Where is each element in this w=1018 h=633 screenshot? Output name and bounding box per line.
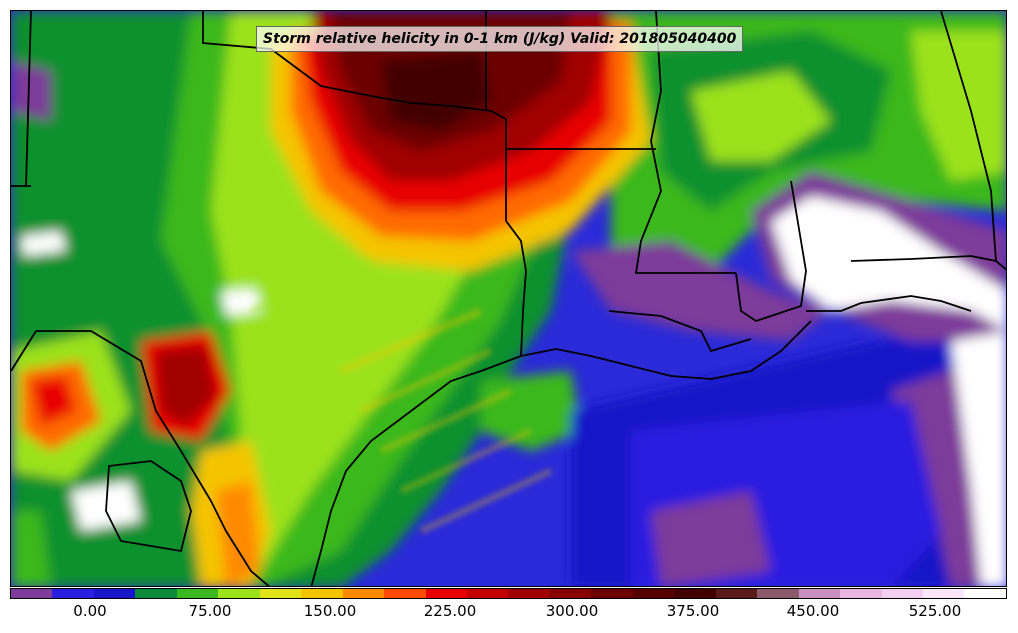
colorbar-tick-label: 75.00	[188, 602, 232, 620]
colorbar-swatch	[52, 589, 94, 598]
colorbar-swatch	[93, 589, 136, 598]
colorbar-tick-label: 375.00	[666, 602, 720, 620]
colorbar-swatch	[922, 589, 965, 598]
colorbar-swatch	[508, 589, 550, 598]
colorbar-swatch	[176, 589, 219, 598]
colorbar-tick-label: 225.00	[423, 602, 477, 620]
colorbar-swatch	[135, 589, 177, 598]
colorbar-swatch	[301, 589, 343, 598]
colorbar-swatch	[840, 589, 882, 598]
colorbar-swatch	[591, 589, 633, 598]
colorbar	[10, 588, 1007, 599]
colorbar-swatch	[466, 589, 509, 598]
colorbar-tick-label: 150.00	[303, 602, 357, 620]
colorbar-swatch	[715, 589, 758, 598]
map-title: Storm relative helicity in 0-1 km (J/kg)…	[256, 26, 744, 52]
colorbar-swatch	[218, 589, 260, 598]
colorbar-tick-label: 525.00	[908, 602, 962, 620]
colorbar-swatch	[549, 589, 592, 598]
colorbar-swatch	[881, 589, 923, 598]
colorbar-swatch	[425, 589, 467, 598]
colorbar-swatch	[964, 589, 1006, 598]
colorbar-swatch	[632, 589, 675, 598]
colorbar-tick-label: 300.00	[545, 602, 599, 620]
colorbar-swatch	[674, 589, 716, 598]
colorbar-tick-label: 0.00	[73, 602, 107, 620]
colorbar-swatch	[757, 589, 799, 598]
field-streaks	[249, 257, 553, 534]
map-panel: Storm relative helicity in 0-1 km (J/kg)…	[10, 10, 1007, 587]
colorbar-swatch	[384, 589, 426, 598]
colorbar-swatch	[11, 589, 53, 598]
colorbar-tick-labels: 0.00 75.00 150.00 225.00 300.00 375.00 450.00 5…	[10, 602, 1007, 624]
colorbar-swatch	[259, 589, 302, 598]
colorbar-swatch	[342, 589, 385, 598]
state-boundaries	[11, 11, 1006, 586]
helicity-field-map	[11, 11, 1006, 586]
colorbar-swatch	[798, 589, 841, 598]
helicity-contours	[11, 11, 1006, 586]
colorbar-tick-label: 450.00	[786, 602, 840, 620]
